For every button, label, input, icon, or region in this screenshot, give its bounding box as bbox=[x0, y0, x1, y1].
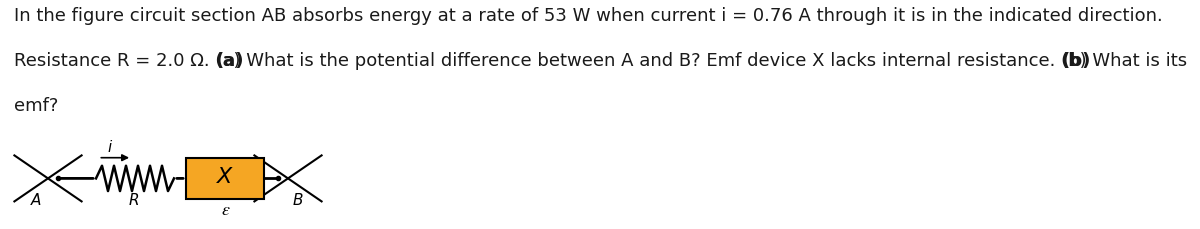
Text: i: i bbox=[107, 140, 112, 155]
Text: In the figure circuit section AB absorbs energy at a rate of 53 W when current i: In the figure circuit section AB absorbs… bbox=[14, 7, 1163, 25]
Text: R: R bbox=[130, 192, 139, 207]
Text: X: X bbox=[217, 166, 233, 186]
Text: emf?: emf? bbox=[14, 96, 59, 114]
Text: B: B bbox=[293, 192, 302, 207]
Text: ε: ε bbox=[221, 202, 229, 218]
Text: (b): (b) bbox=[1062, 52, 1091, 69]
Text: (a): (a) bbox=[216, 52, 245, 69]
Text: A: A bbox=[31, 192, 41, 207]
Text: Resistance R = 2.0 Ω. (a) What is the potential difference between A and B? Emf : Resistance R = 2.0 Ω. (a) What is the po… bbox=[14, 52, 1188, 69]
